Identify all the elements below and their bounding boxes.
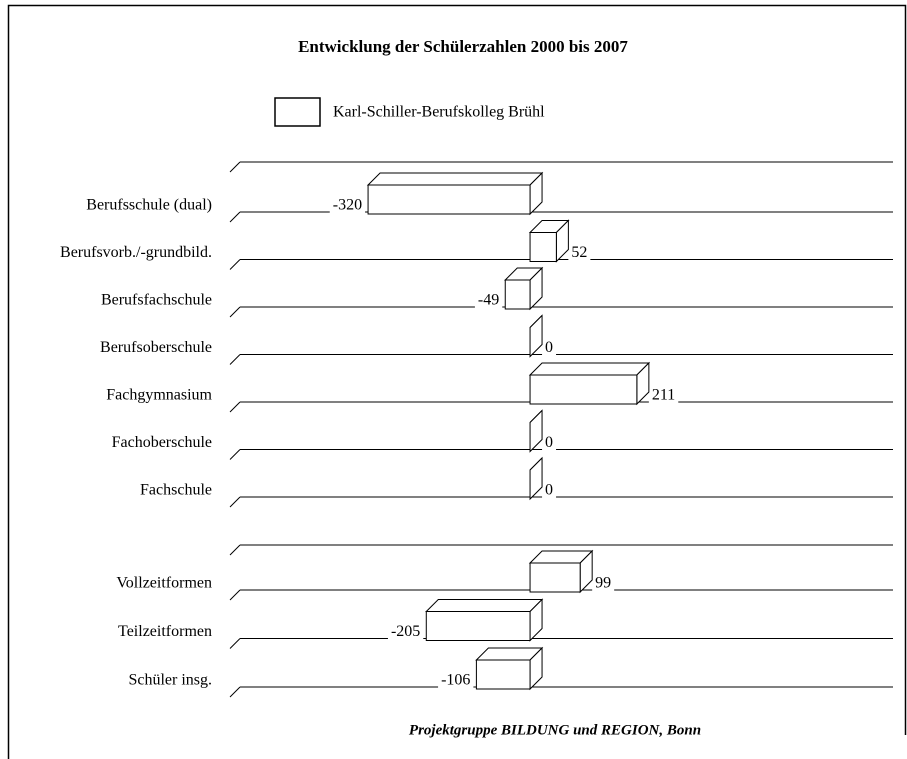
bar-face	[529, 374, 638, 405]
bar-face	[425, 599, 544, 612]
bar-face	[475, 659, 531, 690]
label-bg	[648, 399, 679, 405]
value-label: 0	[545, 482, 553, 499]
value-label: -320	[333, 197, 362, 214]
y-tick-label: Schüler insg.	[128, 672, 212, 689]
label-bg	[387, 635, 424, 642]
bar	[425, 598, 544, 642]
floor-edge	[229, 686, 241, 698]
value-label: -205	[391, 623, 420, 640]
y-tick-label: Berufsfachschule	[101, 292, 212, 309]
bar	[529, 409, 543, 453]
label-bg	[542, 494, 557, 500]
floor-edge	[229, 638, 241, 649]
source: Projektgruppe BILDUNG und REGION, Bonn	[409, 722, 701, 738]
y-tick-label: Teilzeitformen	[118, 623, 212, 640]
y-tick-label: Berufsschule (dual)	[86, 197, 212, 214]
bar	[475, 646, 544, 691]
floor-edge	[229, 496, 241, 508]
legend-swatch	[274, 97, 321, 127]
bar	[504, 266, 544, 311]
label-bg	[474, 304, 503, 310]
y-tick-label: Fachgymnasium	[106, 387, 212, 404]
value-label: 99	[595, 575, 611, 592]
bar-face	[529, 314, 543, 358]
label-bg	[438, 684, 474, 690]
frame	[7, 4, 907, 759]
floor-edge	[229, 589, 241, 601]
bar-face	[528, 362, 651, 376]
label-bg	[329, 209, 366, 215]
bar-face	[367, 184, 531, 215]
bar	[528, 549, 594, 594]
value-label: 211	[652, 387, 675, 404]
bar	[528, 219, 570, 263]
bar	[529, 314, 543, 358]
label-bg	[542, 446, 557, 453]
bar-face	[425, 611, 531, 641]
label-bg	[568, 256, 591, 263]
y-tick-label: Fachschule	[140, 482, 212, 499]
floor-edge	[229, 544, 241, 556]
bar-face	[529, 456, 543, 501]
value-label: 0	[545, 434, 553, 451]
floor-edge	[229, 354, 241, 365]
bar-face	[529, 232, 557, 262]
y-tick-label: Vollzeitformen	[116, 575, 212, 592]
label-bg	[592, 587, 615, 593]
bar-face	[529, 409, 543, 453]
y-tick-label: Berufsoberschule	[100, 339, 212, 356]
floor-edge	[229, 259, 241, 270]
bar	[529, 456, 543, 501]
value-label: 52	[571, 244, 587, 261]
chart-title: Entwicklung der Schülerzahlen 2000 bis 2…	[298, 37, 628, 56]
y-tick-label: Fachoberschule	[112, 434, 212, 451]
floor-edge	[229, 211, 241, 223]
floor-edge	[229, 449, 241, 460]
bar-face	[366, 172, 544, 186]
bar-face	[529, 562, 581, 593]
value-label: 0	[545, 339, 553, 356]
legend-label: Karl-Schiller-Berufskolleg Brühl	[333, 104, 545, 121]
bar	[528, 361, 651, 406]
value-label: -49	[478, 292, 499, 309]
y-tick-label: Berufsvorb./-grundbild.	[60, 244, 212, 261]
floor-edge	[229, 401, 241, 413]
label-bg	[542, 351, 557, 358]
value-label: -106	[441, 672, 470, 689]
bar	[366, 171, 544, 216]
floor-edge	[229, 161, 241, 173]
bar-face	[504, 279, 531, 310]
floor-edge	[229, 306, 241, 318]
